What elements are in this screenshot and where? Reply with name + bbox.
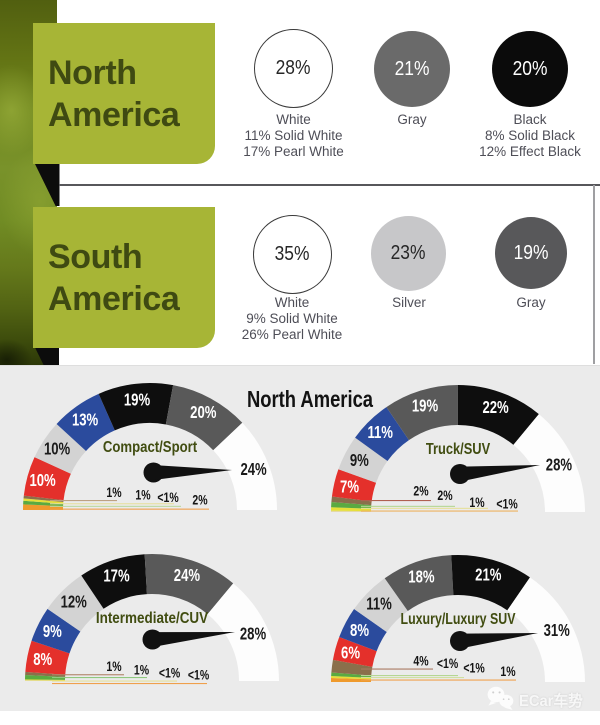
svg-text:9%: 9%: [43, 622, 62, 641]
svg-text:22%: 22%: [482, 398, 508, 417]
svg-text:17%: 17%: [103, 567, 129, 586]
svg-text:11%: 11%: [366, 595, 392, 614]
svg-text:8%: 8%: [33, 650, 52, 669]
svg-text:9%: 9%: [350, 451, 369, 470]
svg-text:1%: 1%: [134, 662, 149, 678]
svg-text:Intermediate/CUV: Intermediate/CUV: [96, 610, 209, 627]
svg-text:<1%: <1%: [188, 667, 210, 683]
svg-text:1%: 1%: [135, 487, 150, 503]
svg-text:19%: 19%: [412, 397, 438, 416]
svg-text:24%: 24%: [240, 460, 266, 479]
svg-text:24%: 24%: [174, 566, 200, 585]
svg-text:10%: 10%: [29, 471, 55, 490]
svg-text:12%: 12%: [61, 593, 87, 612]
svg-text:21%: 21%: [475, 566, 501, 585]
svg-text:4%: 4%: [413, 653, 428, 669]
svg-text:2%: 2%: [437, 488, 452, 504]
svg-text:<1%: <1%: [437, 656, 459, 672]
svg-text:2%: 2%: [192, 492, 207, 508]
svg-text:28%: 28%: [240, 625, 266, 644]
svg-text:11%: 11%: [367, 423, 393, 442]
svg-text:8%: 8%: [350, 621, 369, 640]
svg-text:<1%: <1%: [496, 496, 518, 512]
svg-text:13%: 13%: [72, 411, 98, 430]
svg-text:19%: 19%: [124, 391, 150, 410]
svg-text:31%: 31%: [544, 621, 570, 640]
svg-text:20%: 20%: [190, 403, 216, 422]
svg-text:1%: 1%: [469, 495, 484, 511]
svg-text:1%: 1%: [106, 659, 121, 675]
svg-text:7%: 7%: [340, 478, 359, 497]
svg-text:<1%: <1%: [463, 660, 485, 676]
svg-text:Truck/SUV: Truck/SUV: [426, 441, 491, 458]
svg-text:28%: 28%: [546, 456, 572, 475]
svg-text:<1%: <1%: [157, 490, 179, 506]
svg-text:6%: 6%: [341, 644, 360, 663]
svg-text:Compact/Sport: Compact/Sport: [103, 439, 198, 456]
svg-text:Luxury/Luxury SUV: Luxury/Luxury SUV: [401, 610, 516, 628]
svg-text:18%: 18%: [408, 568, 434, 587]
svg-text:2%: 2%: [413, 483, 428, 499]
svg-text:1%: 1%: [106, 485, 121, 501]
svg-text:1%: 1%: [500, 664, 515, 680]
svg-text:<1%: <1%: [159, 665, 181, 681]
svg-text:10%: 10%: [44, 440, 70, 459]
